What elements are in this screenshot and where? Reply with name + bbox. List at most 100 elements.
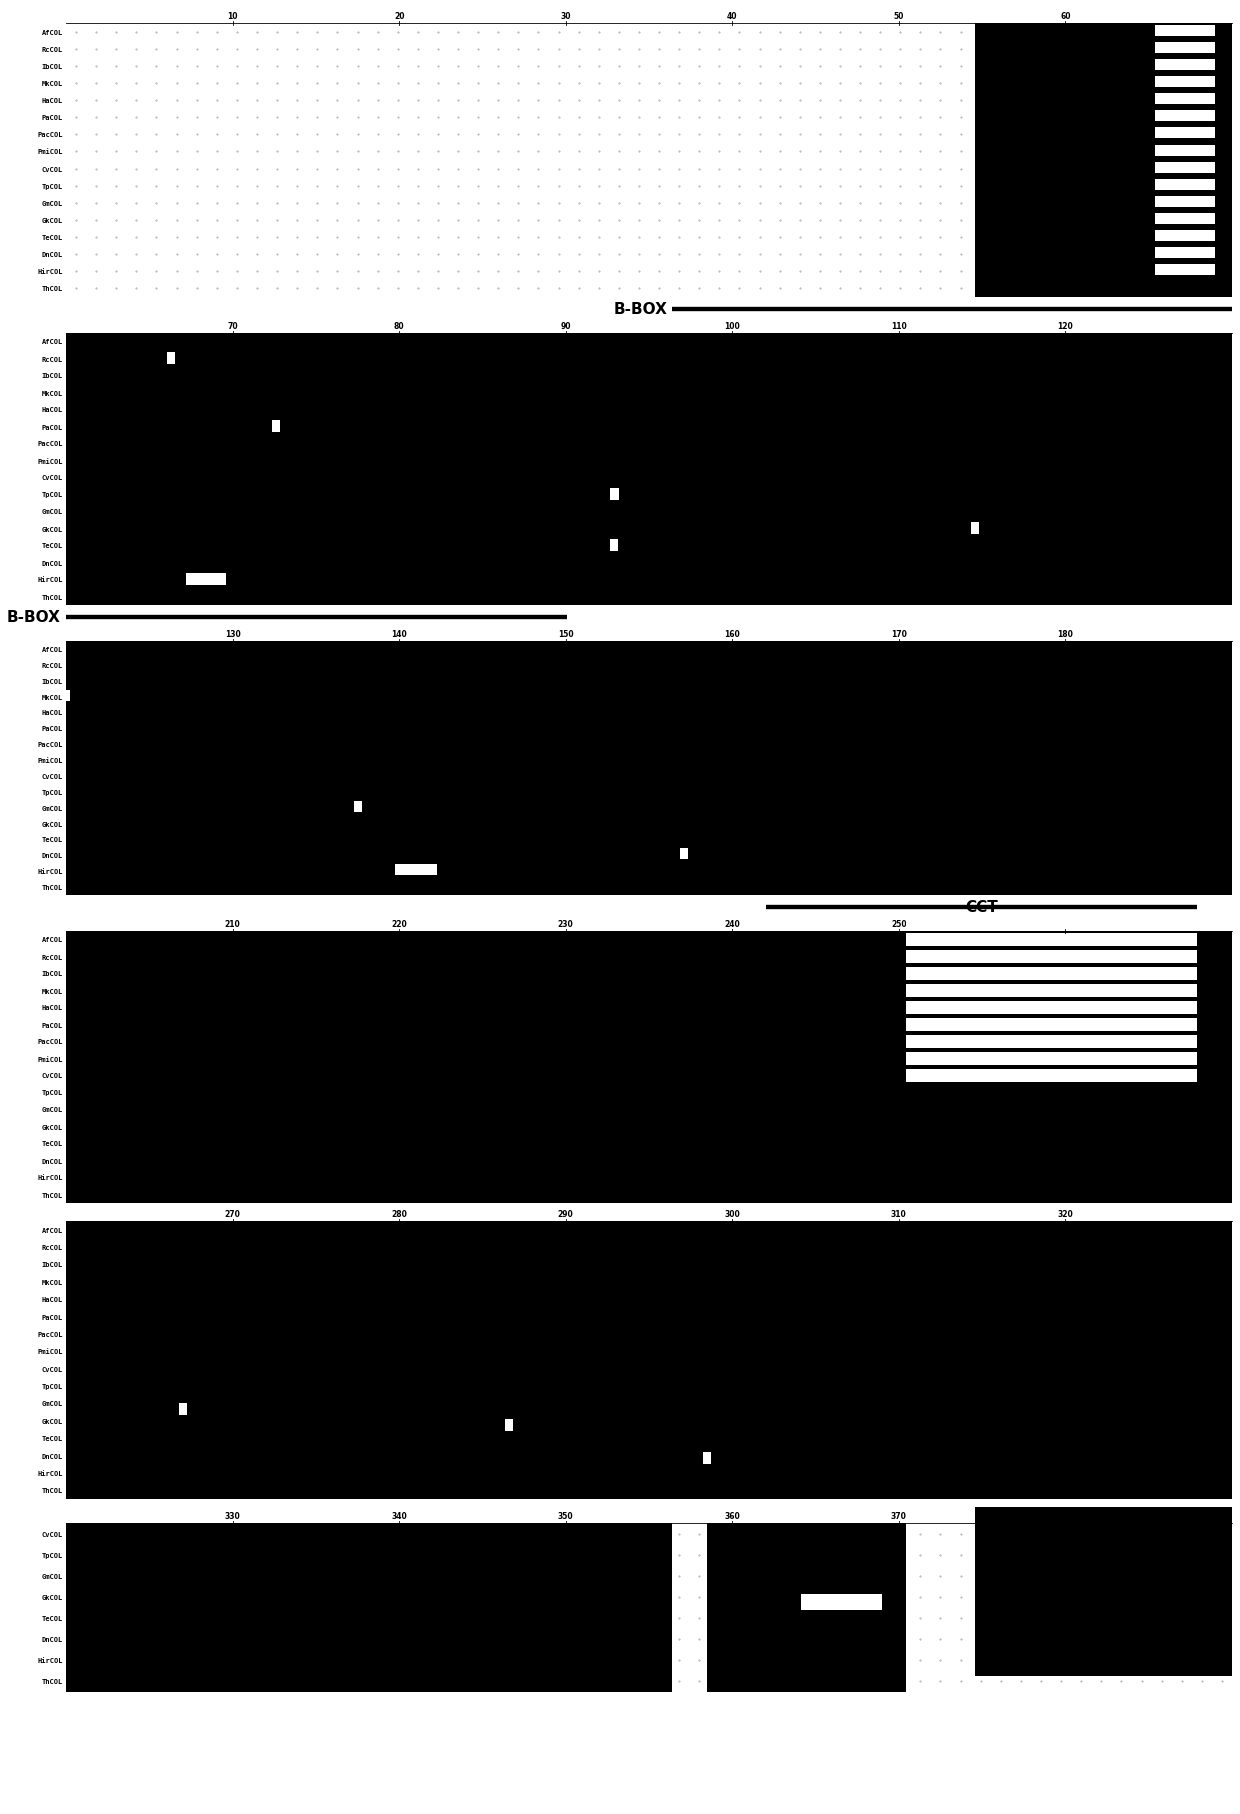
Text: 280: 280 — [391, 1210, 407, 1219]
Text: IbCOL: IbCOL — [42, 63, 63, 69]
Text: HaCOL: HaCOL — [42, 98, 63, 103]
Text: TpCOL: TpCOL — [42, 492, 63, 499]
Text: 230: 230 — [558, 920, 574, 929]
Text: 40: 40 — [727, 13, 738, 22]
Text: DnCOL: DnCOL — [42, 1453, 63, 1458]
Text: DnCOL: DnCOL — [42, 561, 63, 566]
Bar — [186, 573, 226, 586]
Text: MkCOL: MkCOL — [42, 390, 63, 395]
Text: HaCOL: HaCOL — [42, 408, 63, 414]
Text: ThCOL: ThCOL — [42, 1678, 63, 1685]
Text: PacCOL: PacCOL — [37, 132, 63, 138]
Bar — [66, 1524, 672, 1692]
Text: PaCOL: PaCOL — [42, 114, 63, 122]
Text: GkCOL: GkCOL — [42, 218, 63, 223]
Text: 240: 240 — [724, 920, 740, 929]
Text: TeCOL: TeCOL — [42, 1141, 63, 1146]
Bar — [179, 1402, 186, 1415]
Text: TpCOL: TpCOL — [42, 1090, 63, 1096]
Text: PmiCOL: PmiCOL — [37, 758, 63, 764]
Text: HirCOL: HirCOL — [37, 869, 63, 874]
Bar — [1154, 60, 1215, 71]
Text: ThCOL: ThCOL — [42, 287, 63, 292]
Text: HirCOL: HirCOL — [37, 1175, 63, 1181]
Text: 60: 60 — [1060, 13, 1070, 22]
Text: DnCOL: DnCOL — [42, 1636, 63, 1642]
Bar — [66, 931, 1233, 1203]
Text: TeCOL: TeCOL — [42, 236, 63, 241]
Text: GmCOL: GmCOL — [42, 1107, 63, 1112]
Bar — [1154, 76, 1215, 87]
Text: GmCOL: GmCOL — [42, 1573, 63, 1578]
Text: RcCOL: RcCOL — [42, 662, 63, 668]
Bar — [1154, 145, 1215, 158]
Bar — [707, 1524, 905, 1692]
Text: GkCOL: GkCOL — [42, 822, 63, 827]
Text: 130: 130 — [224, 629, 241, 639]
Text: 210: 210 — [224, 920, 241, 929]
Text: 180: 180 — [1058, 629, 1074, 639]
Text: IbCOL: IbCOL — [42, 374, 63, 379]
Text: PmiCOL: PmiCOL — [37, 459, 63, 464]
Text: PacCOL: PacCOL — [37, 1039, 63, 1045]
Bar — [905, 1036, 1197, 1048]
Text: HirCOL: HirCOL — [37, 577, 63, 582]
Bar — [1154, 94, 1215, 105]
Bar — [976, 24, 1233, 297]
Text: PmiCOL: PmiCOL — [37, 149, 63, 156]
Text: HirCOL: HirCOL — [37, 268, 63, 276]
Bar — [1154, 44, 1215, 54]
Bar — [1154, 163, 1215, 174]
Text: PmiCOL: PmiCOL — [37, 1348, 63, 1355]
Bar — [905, 916, 1197, 929]
Text: IbCOL: IbCOL — [42, 678, 63, 684]
Text: 330: 330 — [224, 1511, 241, 1520]
Text: 30: 30 — [560, 13, 570, 22]
Text: 20: 20 — [394, 13, 404, 22]
Text: AfCOL: AfCOL — [42, 29, 63, 36]
Text: 360: 360 — [724, 1511, 740, 1520]
Text: CvCOL: CvCOL — [42, 1531, 63, 1536]
Text: AfCOL: AfCOL — [42, 1226, 63, 1234]
Text: 250: 250 — [892, 920, 906, 929]
Text: HirCOL: HirCOL — [37, 1658, 63, 1663]
Bar — [1154, 25, 1215, 36]
Text: CvCOL: CvCOL — [42, 1072, 63, 1079]
Text: AfCOL: AfCOL — [42, 646, 63, 653]
Text: TpCOL: TpCOL — [42, 1551, 63, 1558]
Text: TpCOL: TpCOL — [42, 1384, 63, 1390]
Bar — [66, 1221, 1233, 1498]
Bar — [905, 951, 1197, 963]
Text: 300: 300 — [724, 1210, 740, 1219]
Text: ThCOL: ThCOL — [42, 885, 63, 891]
Text: ThCOL: ThCOL — [42, 1192, 63, 1197]
Text: ThCOL: ThCOL — [42, 595, 63, 600]
Text: TeCOL: TeCOL — [42, 542, 63, 550]
Text: GkCOL: GkCOL — [42, 1595, 63, 1600]
Text: PacCOL: PacCOL — [37, 742, 63, 747]
Text: CvCOL: CvCOL — [42, 1366, 63, 1371]
Text: 90: 90 — [560, 321, 570, 330]
Bar — [905, 1070, 1197, 1083]
Bar — [1154, 214, 1215, 225]
Text: PaCOL: PaCOL — [42, 1021, 63, 1029]
Text: MkCOL: MkCOL — [42, 989, 63, 994]
Text: 270: 270 — [224, 1210, 241, 1219]
Bar — [62, 689, 69, 702]
Text: TeCOL: TeCOL — [42, 1614, 63, 1622]
Text: 220: 220 — [392, 920, 407, 929]
Bar — [353, 802, 362, 813]
Text: ThCOL: ThCOL — [42, 1487, 63, 1493]
Bar — [905, 1001, 1197, 1014]
Text: TeCOL: TeCOL — [42, 1435, 63, 1442]
Text: TeCOL: TeCOL — [42, 836, 63, 844]
Bar — [905, 934, 1197, 947]
Bar — [66, 615, 568, 619]
Bar — [765, 905, 1197, 909]
Text: RcCOL: RcCOL — [42, 954, 63, 960]
Text: MkCOL: MkCOL — [42, 695, 63, 700]
Text: GmCOL: GmCOL — [42, 201, 63, 207]
Text: CvCOL: CvCOL — [42, 475, 63, 481]
Text: 170: 170 — [890, 629, 906, 639]
Bar — [971, 522, 980, 535]
